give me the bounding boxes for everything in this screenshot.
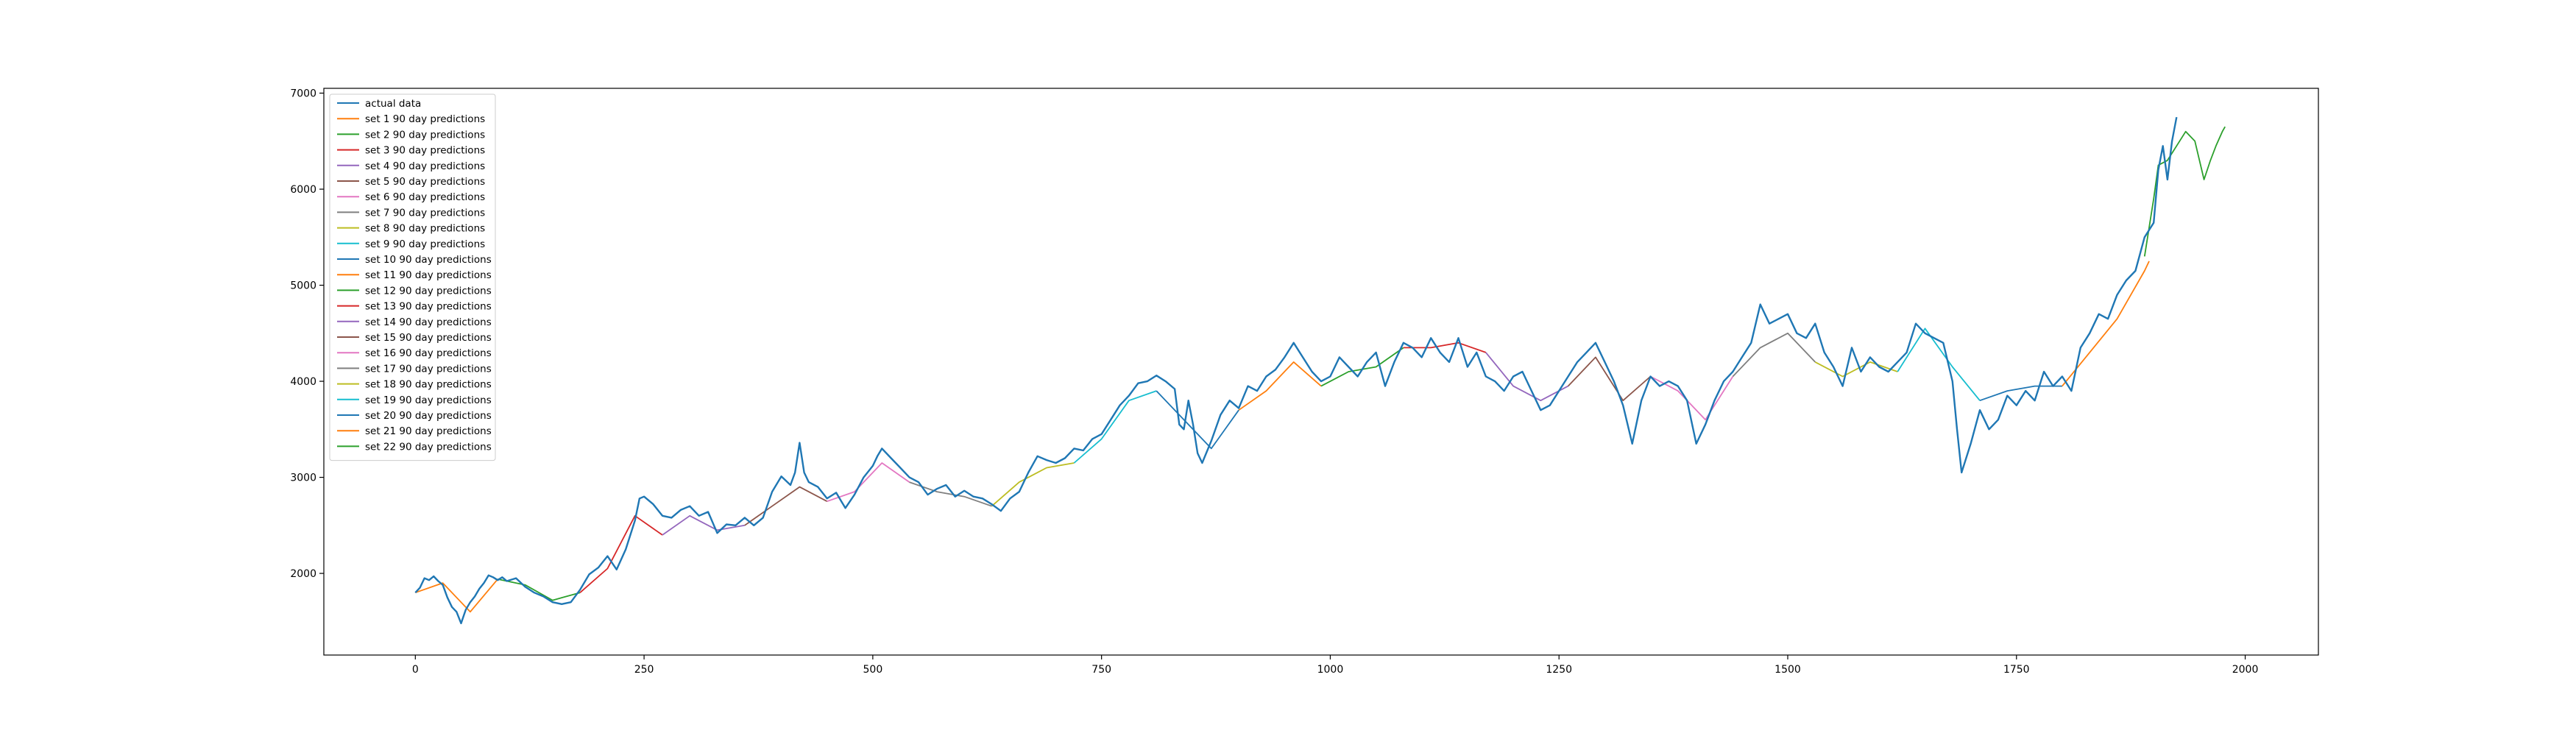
x-tick-label: 0: [412, 664, 419, 676]
x-tick-label: 250: [634, 664, 654, 676]
legend-label: set 20 90 day predictions: [365, 410, 492, 422]
x-tick-label: 2000: [2232, 664, 2259, 676]
series-line-1: [415, 578, 498, 613]
y-axis-ticks: 2000 3000 4000 5000 6000 7000: [290, 88, 324, 580]
legend-label: set 22 90 day predictions: [365, 441, 492, 453]
legend: actual data set 1 90 day predictions set 2…: [329, 93, 496, 461]
series-line-2: [498, 578, 581, 601]
legend-label: set 15 90 day predictions: [365, 332, 492, 344]
x-axis-ticks: 0 250 500 750 1000 1250 1500 1750 2000: [412, 655, 2259, 676]
legend-label: set 21 90 day predictions: [365, 425, 492, 437]
series-line-11: [1238, 361, 1322, 411]
legend-label: set 2 90 day predictions: [365, 129, 485, 141]
series-line-14: [1485, 352, 1569, 402]
y-tick-label: 5000: [290, 280, 316, 292]
y-tick-label: 2000: [290, 568, 316, 580]
y-tick-label: 4000: [290, 376, 316, 388]
y-tick-label: 3000: [290, 473, 316, 484]
series-line-4: [662, 514, 745, 536]
legend-box: [329, 93, 496, 461]
series-line-15: [1567, 356, 1652, 402]
legend-label: set 5 90 day predictions: [365, 176, 485, 188]
x-tick-label: 1750: [2003, 664, 2030, 676]
x-tick-label: 1500: [1774, 664, 1801, 676]
series-line-17: [1732, 332, 1816, 378]
series-line-18: [1814, 361, 1898, 378]
legend-label: actual data: [365, 98, 421, 110]
series-line-21: [2062, 261, 2150, 387]
plot-frame: [323, 88, 2319, 656]
series-lines: [414, 116, 2226, 625]
series-line-12: [1320, 347, 1404, 387]
legend-label: set 7 90 day predictions: [365, 207, 485, 219]
legend-label: set 19 90 day predictions: [365, 394, 492, 406]
legend-label: set 18 90 day predictions: [365, 379, 492, 391]
series-line-6: [827, 462, 910, 503]
legend-label: set 6 90 day predictions: [365, 191, 485, 203]
legend-label: set 11 90 day predictions: [365, 269, 492, 281]
series-line-20: [1979, 385, 2062, 402]
axes: 0 250 500 750 1000 1250 1500 1750 2000 2000 3000 4…: [290, 88, 2319, 676]
legend-label: set 12 90 day predictions: [365, 285, 492, 297]
legend-label: set 16 90 day predictions: [365, 347, 492, 359]
legend-label: set 13 90 day predictions: [365, 301, 492, 313]
x-tick-label: 750: [1091, 664, 1111, 676]
series-line-3: [579, 514, 663, 593]
legend-label: set 9 90 day predictions: [365, 238, 485, 250]
series-line-16: [1650, 375, 1734, 421]
y-tick-label: 6000: [290, 184, 316, 196]
series-line-19: [1897, 328, 1981, 401]
legend-label: set 17 90 day predictions: [365, 363, 492, 375]
series-line-0: [414, 116, 2178, 625]
legend-label: set 10 90 day predictions: [365, 254, 492, 266]
series-line-10: [1156, 390, 1239, 450]
legend-label: set 4 90 day predictions: [365, 160, 485, 172]
series-line-5: [744, 486, 828, 526]
series-line-8: [991, 462, 1075, 507]
legend-label: set 8 90 day predictions: [365, 223, 485, 235]
legend-label: set 1 90 day predictions: [365, 113, 485, 125]
x-tick-label: 1250: [1546, 664, 1572, 676]
series-line-9: [1073, 390, 1157, 464]
legend-label: set 14 90 day predictions: [365, 316, 492, 328]
y-tick-label: 7000: [290, 88, 316, 100]
series-line-13: [1403, 342, 1487, 353]
legend-label: set 3 90 day predictions: [365, 145, 485, 157]
x-tick-label: 1000: [1317, 664, 1344, 676]
plot-area: [414, 116, 2226, 625]
x-tick-label: 500: [863, 664, 883, 676]
